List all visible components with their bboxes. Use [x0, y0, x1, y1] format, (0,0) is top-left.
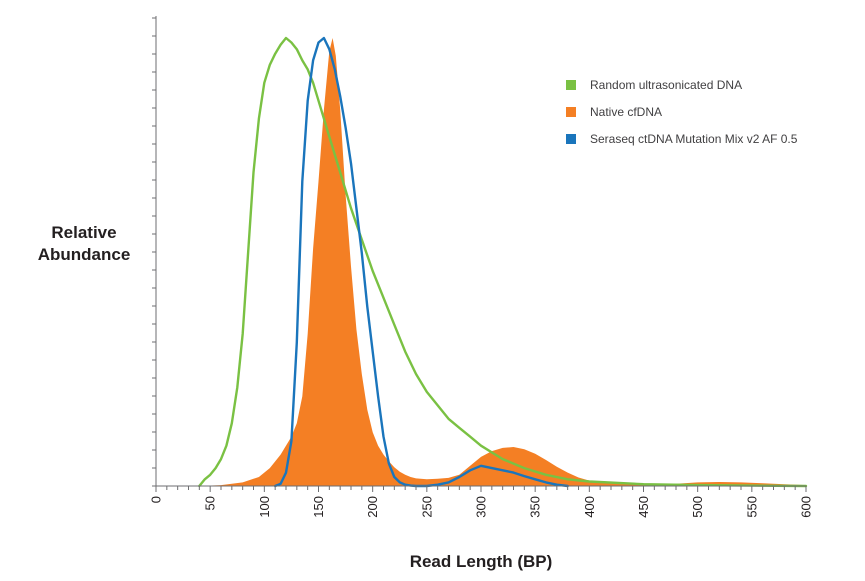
x-tick-label: 450: [636, 496, 651, 518]
x-tick-label: 500: [690, 496, 705, 518]
x-tick-label: 600: [799, 496, 814, 518]
series-line-random-ultrasonicated-dna: [198, 36, 808, 488]
legend-item: Seraseq ctDNA Mutation Mix v2 AF 0.5: [566, 132, 798, 146]
x-tick-label: 400: [582, 496, 597, 518]
legend-item: Native cfDNA: [566, 105, 662, 119]
x-axis-label: Read Length (BP): [410, 552, 553, 571]
legend-label: Seraseq ctDNA Mutation Mix v2 AF 0.5: [590, 132, 798, 146]
legend-swatch: [566, 80, 576, 90]
x-tick-label: 0: [149, 496, 164, 503]
series-line-seraseq-ctdna-mutation-mix-v2-af-0-5: [274, 36, 569, 488]
legend-label: Native cfDNA: [590, 105, 662, 119]
x-tick-label: 150: [311, 496, 326, 518]
x-tick-label: 250: [419, 496, 434, 518]
x-tick-label: 550: [744, 496, 759, 518]
x-tick-label: 100: [257, 496, 272, 518]
x-tick-label: 350: [528, 496, 543, 518]
legend-item: Random ultrasonicated DNA: [566, 78, 742, 92]
legend-swatch: [566, 107, 576, 117]
y-axis-label-line-1: Relative: [51, 223, 116, 242]
legend-swatch: [566, 134, 576, 144]
x-tick-label: 50: [203, 496, 218, 510]
series-area-native-cfdna: [199, 38, 807, 486]
legend: Random ultrasonicated DNA Native cfDNA Ser…: [566, 78, 798, 146]
y-axis-label-line-2: Abundance: [38, 245, 131, 264]
x-tick-label: 200: [365, 496, 380, 518]
plot-area: [198, 36, 808, 488]
x-tick-label: 300: [474, 496, 489, 518]
axes: 0 50 100 150 200 250 300 350 400 450 500 550 600: [149, 16, 814, 518]
legend-label: Random ultrasonicated DNA: [590, 78, 742, 92]
